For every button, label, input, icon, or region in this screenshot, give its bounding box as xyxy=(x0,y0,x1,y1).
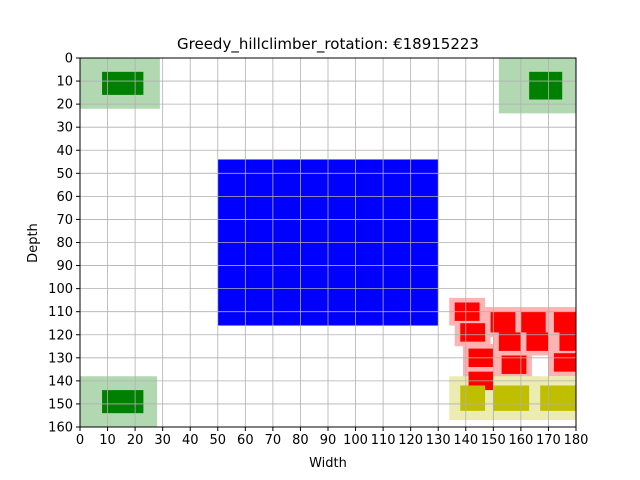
x-tick-label: 80 xyxy=(292,433,309,448)
x-tick-label: 40 xyxy=(182,433,199,448)
red-house xyxy=(526,332,549,351)
y-tick-label: 150 xyxy=(48,397,73,412)
x-tick-label: 60 xyxy=(237,433,254,448)
red-house xyxy=(559,332,576,351)
playground xyxy=(529,71,563,100)
y-tick-label: 70 xyxy=(56,213,73,228)
chart-title: Greedy_hillclimber_rotation: €18915223 xyxy=(177,35,479,54)
red-house xyxy=(501,355,527,374)
plot-area xyxy=(79,57,577,428)
y-tick-label: 80 xyxy=(56,236,73,251)
red-house xyxy=(490,311,516,333)
x-tick-label: 50 xyxy=(210,433,227,448)
y-tick-label: 140 xyxy=(48,374,73,389)
x-axis-label: Width xyxy=(309,456,347,471)
y-tick-label: 0 xyxy=(65,52,73,67)
x-tick-label: 10 xyxy=(99,433,116,448)
x-tick-label: 150 xyxy=(481,433,506,448)
yellow-house xyxy=(540,385,576,411)
x-tick-label: 120 xyxy=(398,433,423,448)
red-house xyxy=(553,311,576,333)
yellow-house xyxy=(460,385,486,411)
y-axis: 0 10 20 30 40 50 60 70 80 90 100 110 120 130 140 150 160 xyxy=(48,52,80,436)
y-tick-label: 160 xyxy=(48,421,73,436)
red-house xyxy=(520,311,546,333)
x-tick-label: 140 xyxy=(453,433,478,448)
y-tick-label: 100 xyxy=(48,282,73,297)
x-tick-label: 30 xyxy=(154,433,171,448)
x-tick-label: 0 xyxy=(76,433,84,448)
x-tick-label: 90 xyxy=(320,433,337,448)
y-tick-label: 130 xyxy=(48,351,73,366)
x-tick-label: 20 xyxy=(127,433,144,448)
playground xyxy=(102,390,144,414)
x-tick-label: 160 xyxy=(508,433,533,448)
y-tick-label: 50 xyxy=(56,167,73,182)
x-tick-label: 170 xyxy=(536,433,561,448)
red-house xyxy=(553,353,576,372)
x-tick-label: 110 xyxy=(371,433,396,448)
y-tick-label: 60 xyxy=(56,190,73,205)
y-tick-label: 10 xyxy=(56,75,73,90)
x-axis: 0 10 20 30 40 50 60 70 80 90 100 110 120 130 140 150 160… xyxy=(76,427,589,448)
x-tick-label: 130 xyxy=(426,433,451,448)
y-tick-label: 40 xyxy=(56,144,73,159)
x-tick-label: 100 xyxy=(343,433,368,448)
y-tick-label: 120 xyxy=(48,328,73,343)
y-tick-label: 20 xyxy=(56,98,73,113)
red-house xyxy=(460,323,486,342)
red-house xyxy=(498,332,521,351)
x-tick-label: 180 xyxy=(564,433,589,448)
y-axis-label: Depth xyxy=(26,223,41,263)
playground xyxy=(102,71,144,95)
y-tick-label: 90 xyxy=(56,259,73,274)
y-tick-label: 30 xyxy=(56,121,73,136)
yellow-house xyxy=(493,385,530,411)
y-tick-label: 110 xyxy=(48,305,73,320)
x-tick-label: 70 xyxy=(265,433,282,448)
